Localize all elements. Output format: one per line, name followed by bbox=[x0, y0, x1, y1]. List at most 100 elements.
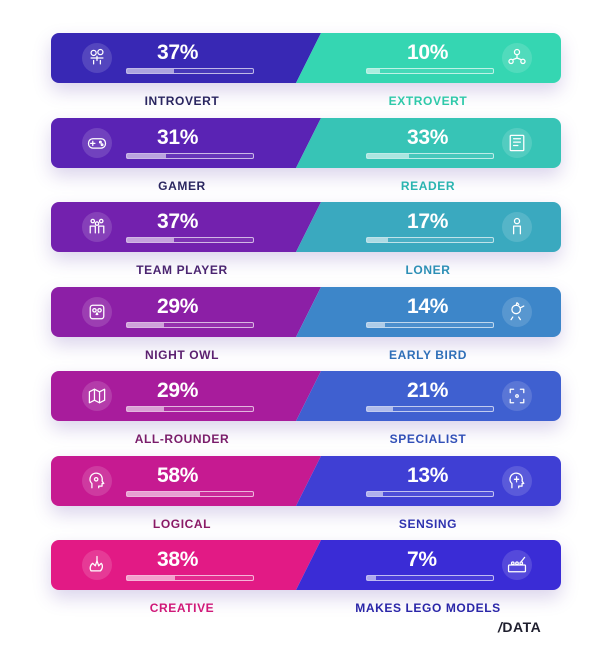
left-progress-fill bbox=[127, 491, 201, 496]
right-panel bbox=[296, 117, 561, 168]
owl-icon bbox=[82, 296, 112, 327]
right-label: READER bbox=[400, 178, 456, 193]
hand-brush-icon bbox=[82, 550, 112, 580]
right-panel bbox=[296, 33, 561, 83]
left-label: CREATIVE bbox=[149, 601, 215, 615]
card-background bbox=[51, 202, 561, 252]
left-progress-bar bbox=[126, 152, 254, 159]
right-label: LONER bbox=[405, 263, 451, 277]
left-progress-bar bbox=[126, 68, 254, 74]
logo-slash: / bbox=[498, 619, 503, 635]
left-progress-bar bbox=[126, 490, 254, 497]
comparison-row: 37% 10% INTROVERT EXTROVERT bbox=[0, 33, 600, 117]
comparison-card: 37% 17% bbox=[51, 202, 561, 252]
right-percent: 33% bbox=[407, 125, 449, 149]
left-progress-fill bbox=[127, 576, 175, 580]
comparison-row: 31% 33% GAMER READER bbox=[0, 117, 600, 202]
card-background bbox=[51, 371, 561, 421]
left-percent: 38% bbox=[157, 548, 199, 571]
left-percent: 31% bbox=[157, 125, 199, 149]
right-percent: 13% bbox=[407, 463, 449, 487]
right-label: EXTROVERT bbox=[388, 94, 468, 108]
right-progress-fill bbox=[367, 238, 389, 242]
card-background bbox=[51, 455, 561, 506]
left-percent: 37% bbox=[157, 41, 199, 64]
right-percent: 14% bbox=[407, 294, 449, 318]
card-background bbox=[51, 33, 561, 83]
right-progress-fill bbox=[367, 576, 376, 580]
right-progress-bar bbox=[366, 321, 494, 328]
target-icon bbox=[502, 381, 532, 411]
comparison-row: 29% 21% ALL-ROUNDER SPECIALIST bbox=[0, 371, 600, 455]
right-progress-bar bbox=[366, 575, 494, 581]
left-progress-bar bbox=[126, 321, 254, 328]
book-icon bbox=[502, 127, 532, 158]
left-progress-fill bbox=[127, 322, 164, 327]
map-icon bbox=[82, 381, 112, 411]
left-progress-fill bbox=[127, 69, 174, 73]
right-panel bbox=[296, 371, 561, 421]
right-panel bbox=[296, 202, 561, 252]
left-percent: 37% bbox=[157, 210, 199, 233]
left-label: INTROVERT bbox=[144, 94, 220, 108]
left-label: TEAM PLAYER bbox=[136, 263, 228, 277]
right-progress-fill bbox=[367, 407, 394, 411]
card-background bbox=[51, 117, 561, 168]
person-icon bbox=[502, 212, 532, 242]
head-idea-icon bbox=[502, 465, 532, 496]
comparison-card: 29% 14% bbox=[51, 286, 561, 337]
left-percent: 58% bbox=[157, 463, 199, 487]
right-label: MAKES LEGO MODELS bbox=[355, 601, 501, 615]
left-progress-bar bbox=[126, 575, 254, 581]
right-percent: 21% bbox=[407, 379, 449, 402]
left-label: ALL-ROUNDER bbox=[134, 432, 230, 446]
comparison-row: 58% 13% LOGICAL SENSING bbox=[0, 455, 600, 540]
comparison-card: 31% 33% bbox=[51, 117, 561, 168]
left-progress-fill bbox=[127, 153, 167, 158]
card-background bbox=[51, 540, 561, 590]
right-label: SPECIALIST bbox=[389, 432, 467, 446]
right-progress-bar bbox=[366, 68, 494, 74]
right-percent: 7% bbox=[407, 548, 437, 571]
right-progress-fill bbox=[367, 491, 384, 496]
right-panel bbox=[296, 540, 561, 590]
right-panel bbox=[296, 286, 561, 337]
right-progress-fill bbox=[367, 69, 380, 73]
right-percent: 17% bbox=[407, 210, 449, 233]
right-progress-fill bbox=[367, 322, 385, 327]
left-percent: 29% bbox=[157, 294, 199, 318]
comparison-row: 38% 7% CREATIVE MAKES LEGO MODELS bbox=[0, 540, 600, 624]
left-progress-bar bbox=[126, 406, 254, 412]
left-label: GAMER bbox=[158, 178, 206, 193]
left-progress-fill bbox=[127, 407, 164, 411]
rooster-icon bbox=[502, 296, 532, 327]
left-progress-bar bbox=[126, 237, 254, 243]
comparison-card: 58% 13% bbox=[51, 455, 561, 506]
right-progress-bar bbox=[366, 406, 494, 412]
card-background bbox=[51, 286, 561, 337]
comparison-card: 37% 10% bbox=[51, 33, 561, 83]
gamepad-icon bbox=[82, 127, 112, 158]
right-progress-bar bbox=[366, 490, 494, 497]
right-label: SENSING bbox=[398, 516, 458, 531]
left-label: LOGICAL bbox=[152, 516, 212, 531]
brain-icon bbox=[82, 43, 112, 73]
right-progress-bar bbox=[366, 237, 494, 243]
team-icon bbox=[82, 212, 112, 242]
comparison-row: 29% 14% NIGHT OWL EARLY BIRD bbox=[0, 286, 600, 371]
logo-text: DATA bbox=[502, 619, 542, 635]
comparison-row: 37% 17% TEAM PLAYER LONER bbox=[0, 202, 600, 286]
comparison-card: 29% 21% bbox=[51, 371, 561, 421]
left-percent: 29% bbox=[157, 379, 199, 402]
right-progress-bar bbox=[366, 152, 494, 159]
left-label: NIGHT OWL bbox=[144, 347, 220, 362]
right-percent: 10% bbox=[407, 41, 449, 64]
right-panel bbox=[296, 455, 561, 506]
people-network-icon bbox=[502, 43, 532, 73]
brand-logo: /DATA bbox=[498, 619, 541, 635]
right-progress-fill bbox=[367, 153, 409, 158]
lego-icon bbox=[502, 550, 532, 580]
comparison-card: 38% 7% bbox=[51, 540, 561, 590]
left-progress-fill bbox=[127, 238, 174, 242]
head-gear-icon bbox=[82, 465, 112, 496]
